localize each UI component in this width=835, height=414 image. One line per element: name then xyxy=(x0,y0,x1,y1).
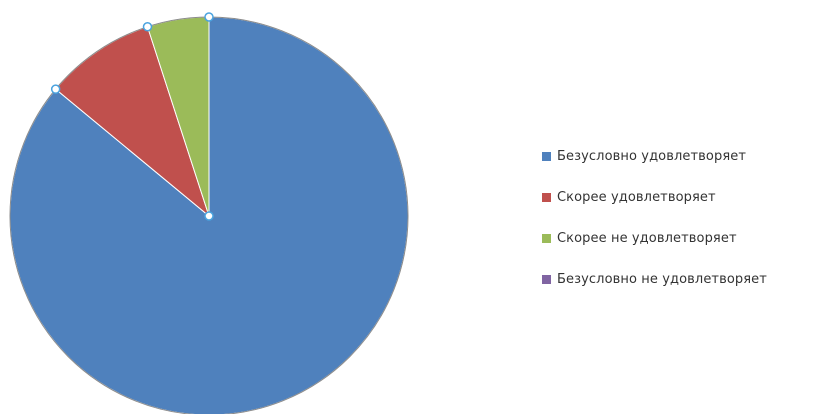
legend-item-3: Скорее не удовлетворяет xyxy=(542,228,767,249)
legend-item-2: Скорее удовлетворяет xyxy=(542,187,767,208)
legend-label-1: Безусловно удовлетворяет xyxy=(557,149,747,164)
slice-handle-3[interactable] xyxy=(50,84,61,94)
legend-label-2: Скорее удовлетворяет xyxy=(557,190,716,205)
legend-label-3: Скорее не удовлетворяет xyxy=(557,231,737,246)
legend-item-1: Безусловно удовлетворяет xyxy=(542,146,767,167)
legend-label-4: Безусловно не удовлетворяет xyxy=(557,272,767,287)
legend-item-4: Безусловно не удовлетворяет xyxy=(542,269,767,290)
slice-handle-4[interactable] xyxy=(142,21,153,32)
legend-swatch-2 xyxy=(542,193,551,202)
slice-handle-1[interactable] xyxy=(204,211,214,221)
chart-legend: Безусловно удовлетворяет Скорее удовлетв… xyxy=(542,146,767,310)
legend-swatch-3 xyxy=(542,234,551,243)
legend-swatch-1 xyxy=(542,152,551,161)
slice-handle-2[interactable] xyxy=(204,12,214,22)
legend-swatch-4 xyxy=(542,275,551,284)
